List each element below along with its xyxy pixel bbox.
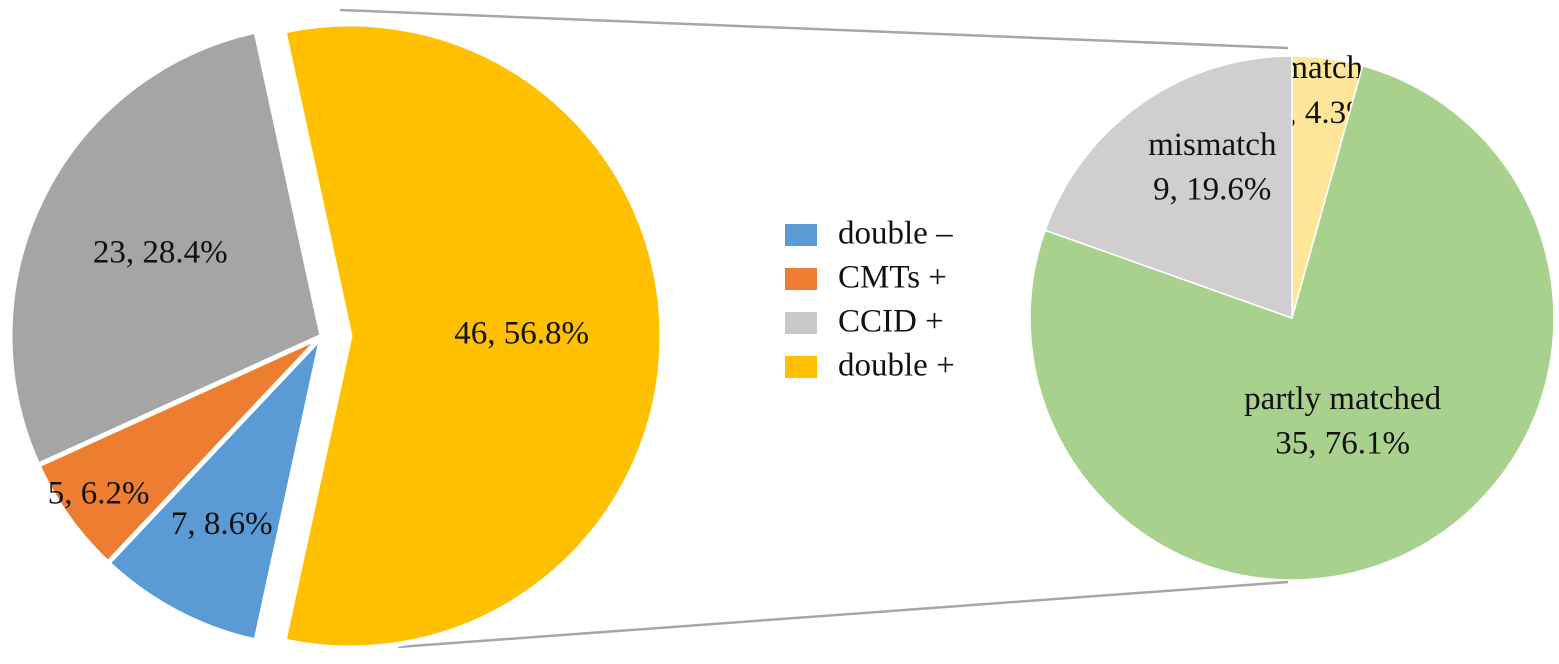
legend-label-cmts: CMTs + (838, 260, 947, 296)
breakdown-slice-mismatch (1044, 55, 1293, 320)
breakdown-label-name: match (1282, 50, 1363, 86)
slice-label-double: 7, 8.6% (171, 506, 273, 542)
legend-label-double: double – (838, 216, 953, 252)
breakdown-slice-partly-matched (1029, 64, 1555, 581)
legend-swatch-double (785, 356, 817, 378)
slice-label-double: 46, 56.8% (454, 316, 589, 352)
breakdown-label-name: mismatch (1148, 127, 1277, 163)
slice-label-cmts: 5, 6.2% (48, 475, 150, 511)
legend-label-ccid: CCID + (838, 304, 944, 340)
breakdown-label-value: 35, 76.1% (1275, 426, 1410, 462)
legend-swatch-cmts (785, 268, 817, 290)
connector-line-bottom (397, 580, 1289, 649)
connector-lines (339, 8, 1289, 649)
breakdown-label-name: partly matched (1244, 381, 1442, 417)
breakdown-label-value: 9, 19.6% (1153, 172, 1271, 208)
breakdown-pie: match 2, 4.3%partly matched 35, 76.1%misma… (1029, 50, 1555, 581)
legend-label-double: double + (838, 348, 955, 384)
slice-double (280, 21, 665, 651)
breakdown-label-partly-matched: partly matched 35, 76.1% (1244, 381, 1442, 462)
connector-line-top (339, 8, 1289, 50)
legend-swatch-double (785, 224, 817, 246)
legend: double – CMTs + CCID + double + (785, 216, 955, 384)
breakdown-label-mismatch: mismatch 9, 19.6% (1148, 127, 1277, 208)
main-pie: 7, 8.6% 5, 6.2% 23, 28.4% 46, 56.8% (7, 21, 665, 651)
slice-ccid (7, 28, 325, 469)
slice-double (104, 327, 327, 644)
slice-label-ccid: 23, 28.4% (93, 234, 228, 270)
legend-swatch-ccid (785, 312, 817, 334)
